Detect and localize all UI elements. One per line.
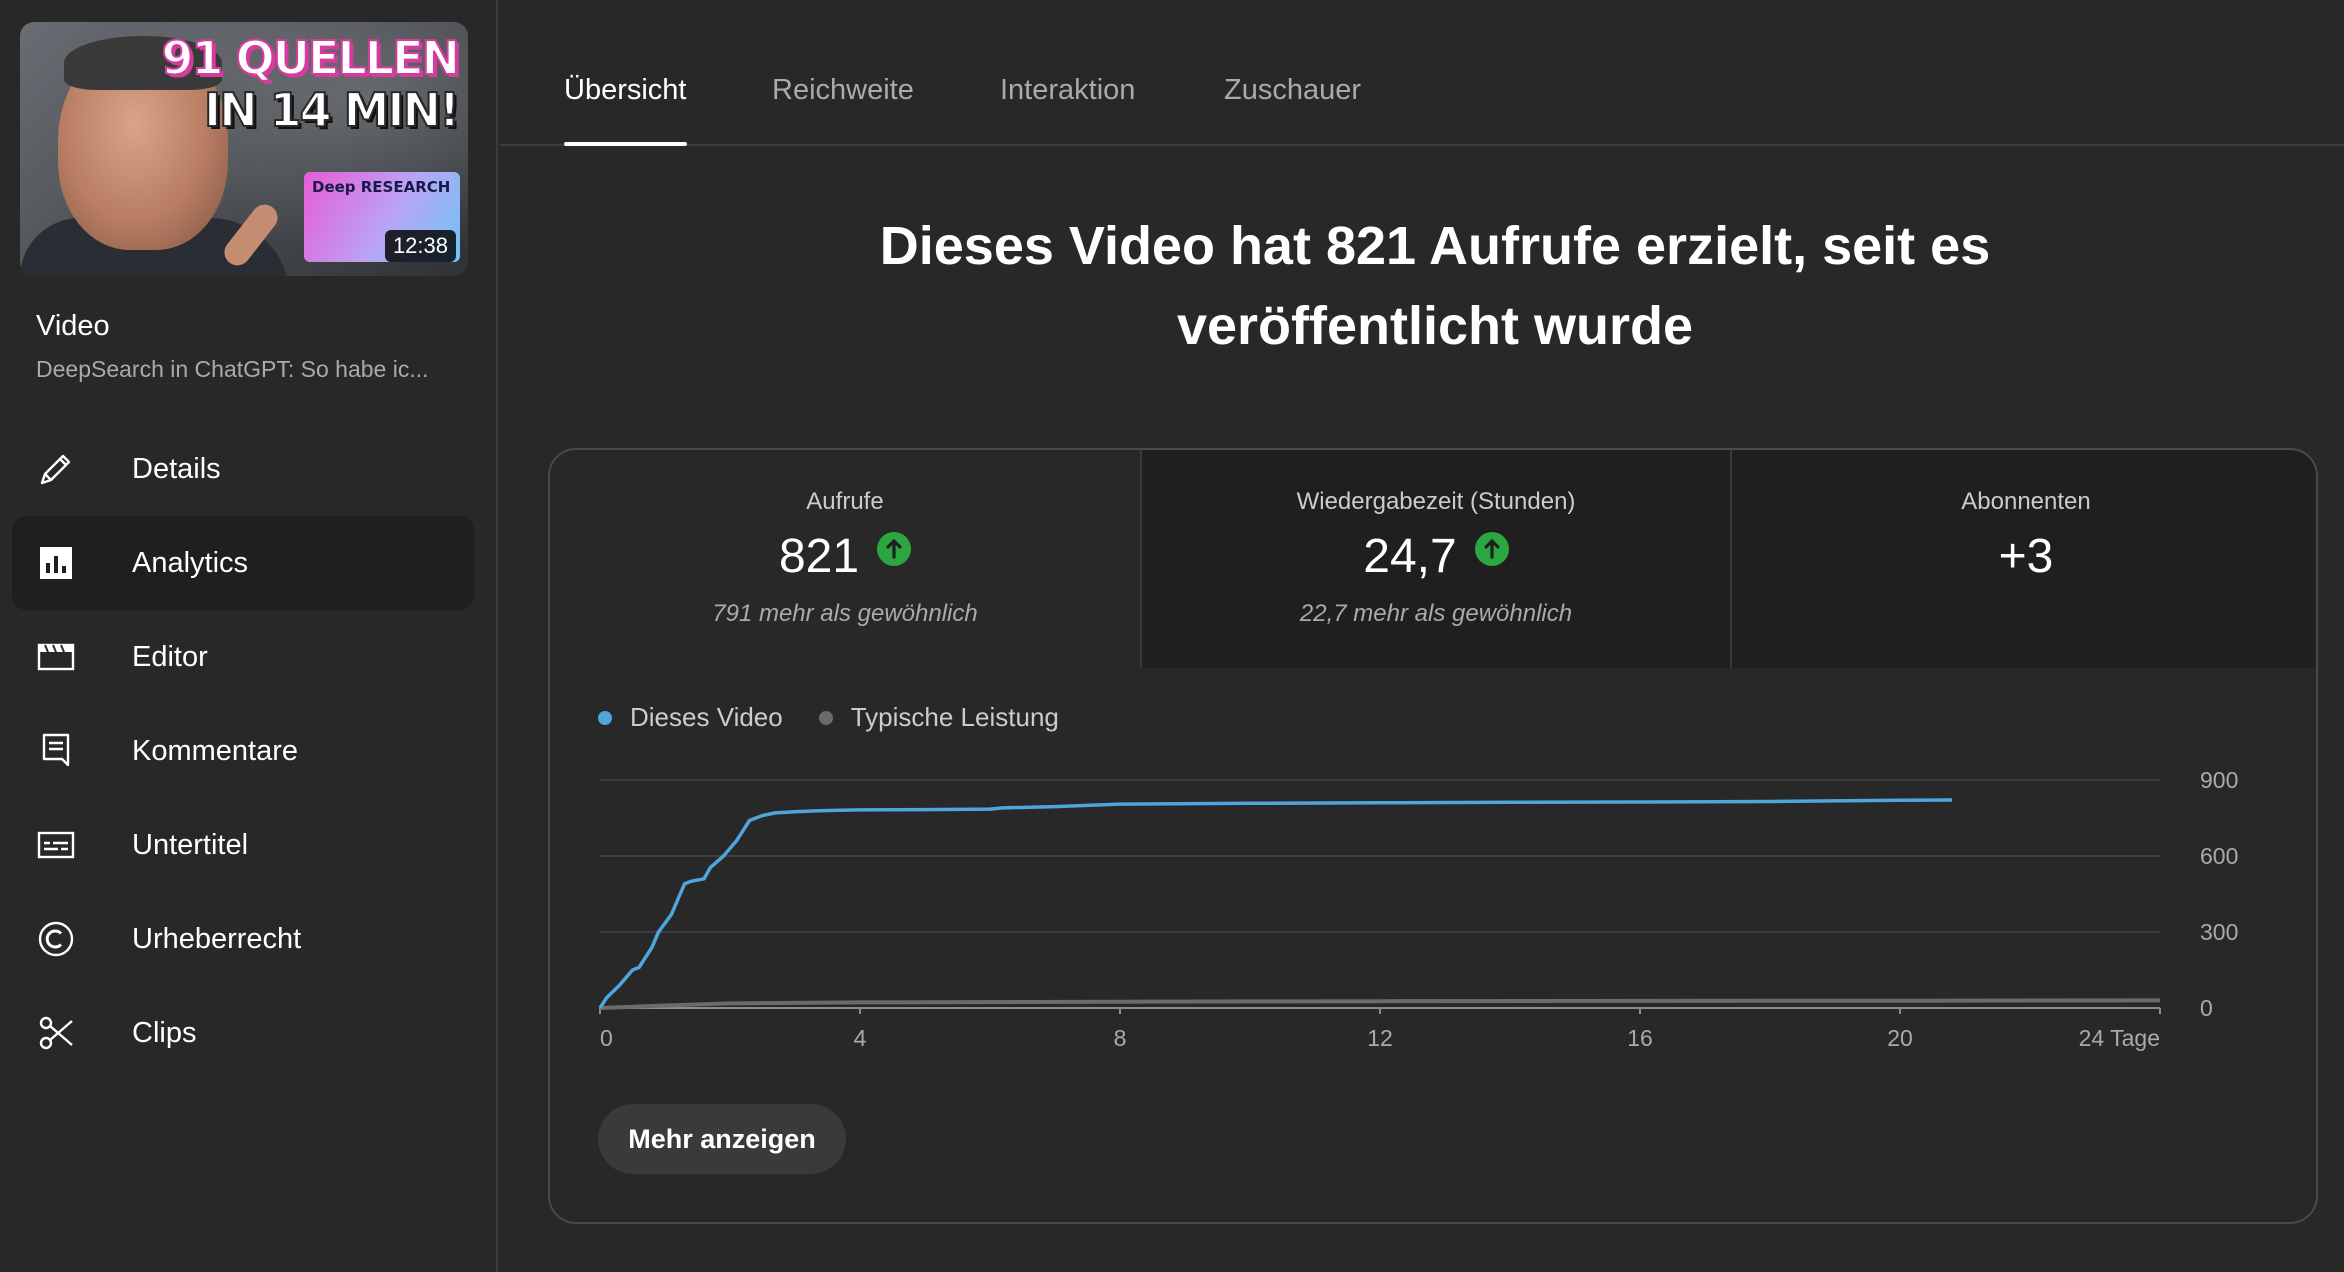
sidebar-item-label: Urheberrecht — [132, 922, 302, 955]
page-headline: Dieses Video hat 821 Aufrufe erzielt, se… — [879, 216, 1991, 356]
show-more-button[interactable]: Mehr anzeigen — [598, 1104, 846, 1174]
tab-overview[interactable]: Übersicht — [564, 74, 687, 146]
y-tick-label: 0 — [2200, 995, 2213, 1021]
metric-views[interactable]: Aufrufe 821 791 mehr als gewöhnlich — [550, 450, 1140, 668]
sidebar-item-label: Clips — [132, 1016, 197, 1049]
metric-value-row: 821 — [550, 528, 1140, 586]
sidebar-item-label: Editor — [132, 640, 208, 673]
comment-icon — [42, 733, 70, 767]
metric-value: +3 — [1998, 530, 2054, 583]
sidebar-nav: Details Analytics Editor — [12, 422, 474, 1080]
x-tick-label: 8 — [1114, 1025, 1127, 1051]
sidebar-item-clips[interactable]: Clips — [12, 986, 474, 1080]
metric-note: 791 mehr als gewöhnlich — [712, 600, 978, 627]
video-title: DeepSearch in ChatGPT: So habe ic... — [36, 356, 429, 382]
thumbnail-headline-line-1: 91 QUELLEN — [161, 31, 461, 85]
thumbnail-badge-text: Deep RESEARCH — [312, 178, 451, 196]
metrics-row: Aufrufe 821 791 mehr als gewöhnlich Wied… — [550, 450, 2316, 668]
metric-label: Abonnenten — [1961, 488, 2091, 515]
sidebar-item-comments[interactable]: Kommentare — [12, 704, 474, 798]
clapperboard-icon — [37, 643, 75, 671]
tab-audience[interactable]: Zuschauer — [1224, 74, 1362, 106]
overview-card: Aufrufe 821 791 mehr als gewöhnlich Wied… — [548, 448, 2318, 1224]
series-line-this-video — [598, 798, 1953, 1009]
tab-reach[interactable]: Reichweite — [772, 74, 914, 106]
x-tick-label: 16 — [1627, 1025, 1653, 1051]
sidebar-item-analytics[interactable]: Analytics — [12, 516, 474, 610]
thumbnail-hair — [64, 36, 222, 90]
series-line-typical — [599, 998, 2161, 1010]
x-tick-label: 20 — [1887, 1025, 1913, 1051]
video-duration: 12:38 — [384, 230, 456, 262]
sidebar-item-label: Kommentare — [132, 734, 299, 767]
video-thumbnail[interactable]: 91 QUELLEN IN 14 MIN! Deep RESEARCH 12:3… — [20, 22, 468, 276]
legend-dot — [818, 710, 833, 725]
y-tick-label: 300 — [2200, 919, 2238, 945]
x-tick-label: 24 Tage — [2079, 1025, 2160, 1051]
thumbnail-headline: 91 QUELLEN IN 14 MIN! — [161, 31, 461, 137]
copyright-icon — [38, 921, 74, 957]
sidebar-item-label: Details — [132, 452, 221, 485]
legend-item-this-video[interactable]: Dieses Video — [598, 702, 783, 733]
pencil-icon — [40, 454, 71, 485]
metric-value: 821 — [778, 530, 860, 583]
x-tick-label: 4 — [854, 1025, 867, 1051]
metric-label: Aufrufe — [806, 488, 884, 515]
analytics-tabs: Übersicht Reichweite Interaktion Zuschau… — [500, 0, 2344, 146]
sidebar-item-label: Untertitel — [132, 828, 249, 861]
views-line-chart[interactable]: 900 600 300 0 0 4 8 12 16 20 24 Tage — [550, 450, 2318, 1224]
trend-up-icon — [1474, 532, 1509, 566]
sidebar-item-details[interactable]: Details — [12, 422, 474, 516]
legend-label: Typische Leistung — [850, 702, 1059, 732]
sidebar-item-editor[interactable]: Editor — [12, 610, 474, 704]
x-tick-label: 0 — [600, 1025, 613, 1051]
video-section-label: Video — [36, 310, 110, 342]
metric-watch-time[interactable]: Wiedergabezeit (Stunden) 24,7 22,7 mehr … — [1140, 450, 1730, 668]
legend-dot — [598, 710, 612, 725]
analytics-icon — [40, 547, 72, 579]
tab-engagement[interactable]: Interaktion — [1000, 74, 1136, 106]
sidebar-item-subtitles[interactable]: Untertitel — [12, 798, 474, 892]
metric-note: 22,7 mehr als gewöhnlich — [1299, 600, 1573, 627]
legend-label: Dieses Video — [630, 702, 783, 732]
legend-item-typical[interactable]: Typische Leistung — [818, 702, 1059, 733]
thumbnail-headline-line-2: IN 14 MIN! — [203, 83, 461, 137]
metric-value-row: +3 — [1732, 528, 2316, 586]
y-tick-label: 600 — [2200, 843, 2238, 869]
x-tick-label: 12 — [1367, 1025, 1393, 1051]
subtitles-icon — [37, 831, 75, 859]
sidebar-item-copyright[interactable]: Urheberrecht — [12, 892, 474, 986]
metric-subscribers[interactable]: Abonnenten +3 — [1730, 450, 2316, 668]
metric-label: Wiedergabezeit (Stunden) — [1296, 488, 1576, 515]
sidebar: 91 QUELLEN IN 14 MIN! Deep RESEARCH 12:3… — [0, 0, 498, 1272]
metric-value-row: 24,7 — [1142, 528, 1730, 586]
sidebar-item-label: Analytics — [132, 546, 249, 579]
scissors-icon — [39, 1016, 73, 1050]
chart-legend: Dieses Video Typische Leistung — [598, 702, 1095, 733]
trend-up-icon — [877, 532, 912, 566]
metric-value: 24,7 — [1363, 530, 1457, 583]
y-tick-label: 900 — [2200, 767, 2238, 793]
